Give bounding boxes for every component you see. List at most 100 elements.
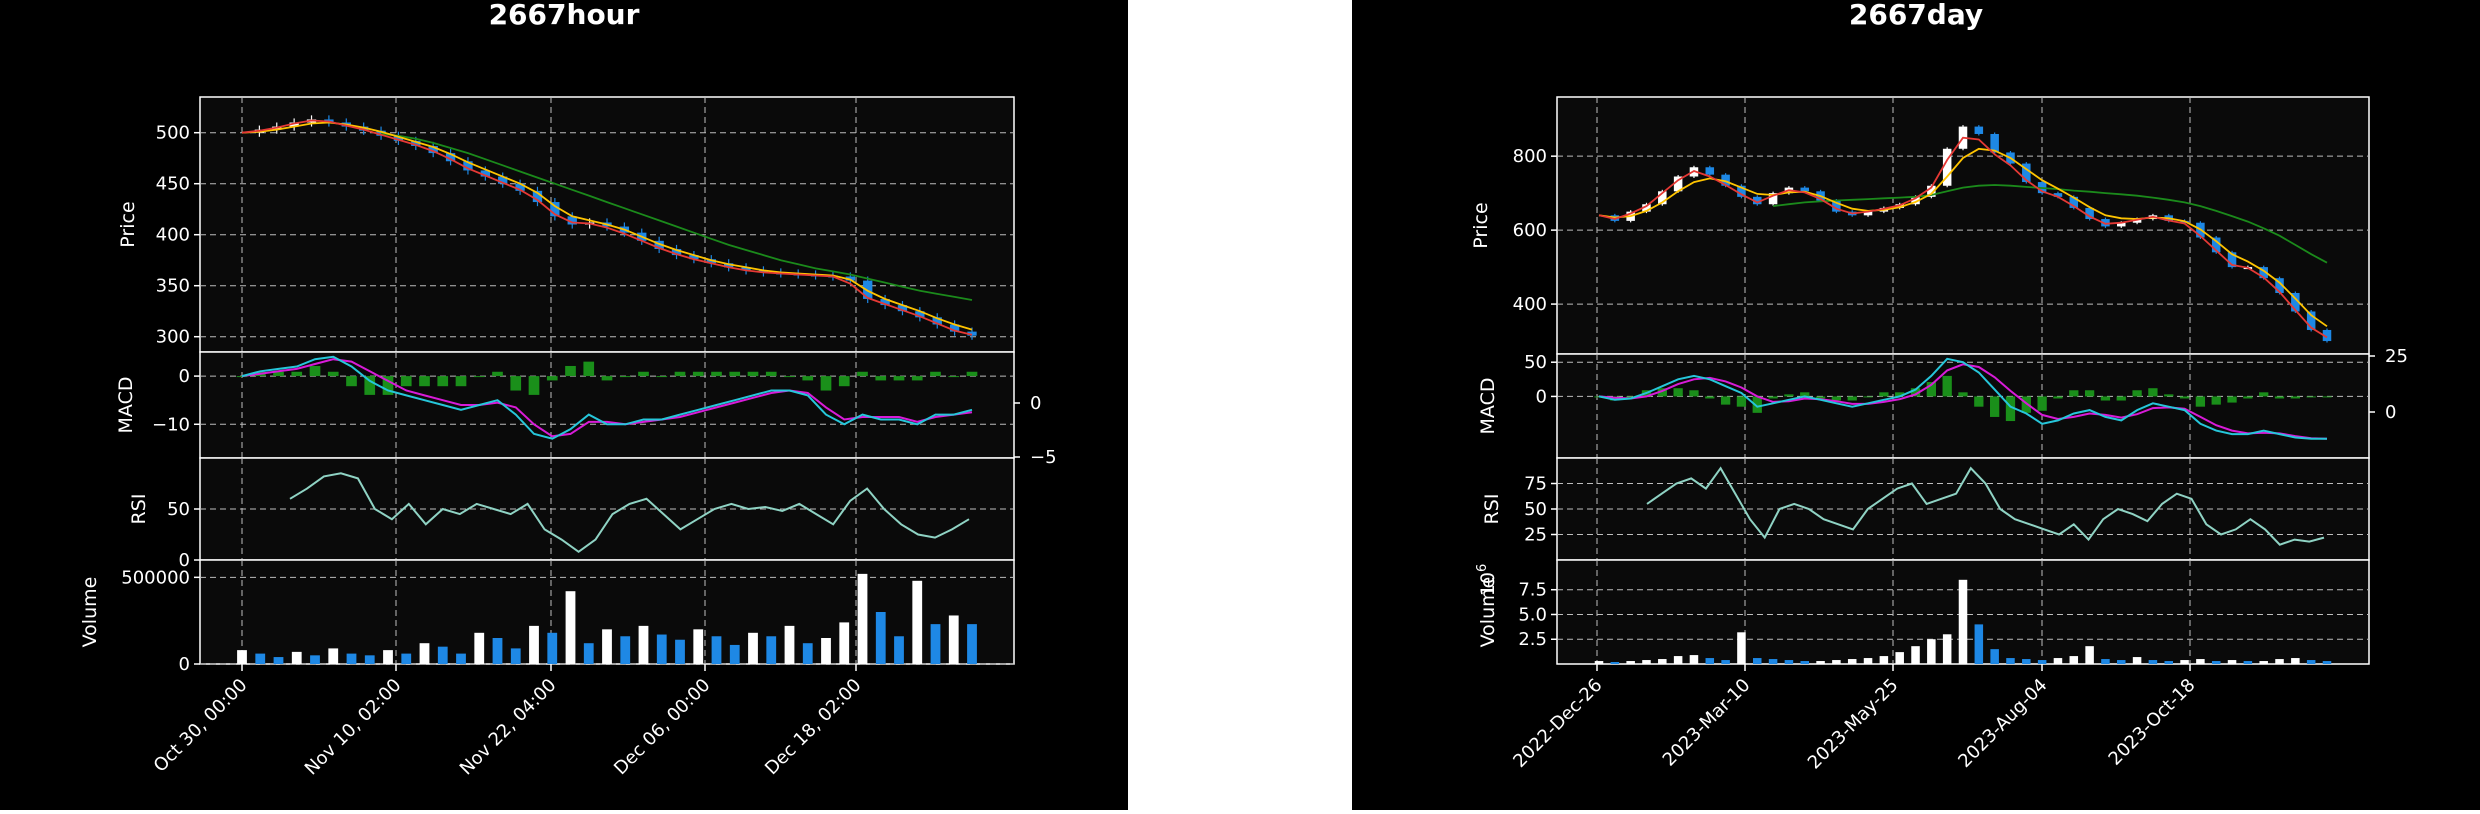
macd-histogram-bar [1657,388,1667,397]
volume-bar [748,632,758,664]
volume-bar [492,638,503,664]
macd-histogram-bar [2005,396,2016,422]
macd-histogram-bar [546,376,558,381]
candle-body [880,298,890,306]
candle-body [1990,133,1999,153]
macd-histogram-bar [2211,396,2221,405]
volume-bar [1863,658,1873,664]
volume-bar [1895,652,1904,664]
volume-bar [948,615,959,664]
macd-histogram-bar [236,376,248,378]
candle-body [1863,211,1873,216]
volume-bar [729,644,740,664]
candle-body [463,161,473,171]
macd-histogram-bar [2053,396,2063,399]
macd-histogram-bar [1990,396,2000,417]
volume-bar [1832,660,1841,664]
volume-bar [1594,661,1604,664]
macd-histogram-bar [364,376,376,395]
volume-bar [1816,661,1825,664]
macd-histogram-bar [1673,388,1683,397]
candle-body [915,311,925,318]
candle-body [2053,193,2063,197]
candle-body [1673,176,1683,192]
x-tick-label: 2023-May-25 [1804,675,1903,774]
rsi-tick-label: 50 [1524,499,1547,520]
candle-body [2322,329,2332,342]
volume-bar [1911,646,1920,664]
macd-histogram-bar [1705,396,1715,399]
macd-panel [199,351,1015,459]
price-ylabel: Price [117,201,139,247]
candle-body [498,176,508,184]
volume-bar [2053,658,2063,664]
volume-bar [2306,660,2316,664]
volume-bar [547,632,558,664]
macd-tick-label: 50 [1524,352,1547,373]
macd-histogram-bar [1784,394,1794,397]
volume-bar [2037,660,2047,664]
macd-histogram-bar [838,376,850,387]
vol-tick-label: 2.5 [1518,629,1547,650]
volume-bar [2227,660,2237,664]
volume-bar [1610,662,1620,664]
macd-histogram-bar [2164,394,2174,397]
volume-bar [1847,659,1857,664]
candle-body [1753,196,1762,205]
candle-body [289,122,299,127]
volume-bar [1990,649,1999,664]
candle-body [515,183,525,191]
volume-bar [401,653,412,664]
candle-body [445,153,456,162]
candle-body [1800,187,1809,192]
macd-histogram-bar [1800,392,1810,397]
volume-bar [894,636,904,664]
volume-bar [237,650,247,664]
macd-histogram-bar [528,376,540,395]
x-tick-label: Dec 18, 02:00 [761,675,865,779]
volume-bar [1705,658,1715,664]
candle-body [1927,185,1936,197]
x-tick-label: Dec 06, 00:00 [610,675,714,779]
macd-histogram-bar [674,371,686,377]
volume-bar [419,643,430,664]
volume-bar [693,629,704,664]
macd-right-tick-label: 0 [2385,402,2396,423]
macd-histogram-bar [1974,396,1984,407]
macd-histogram-bar [1863,396,1873,398]
price-tick-label: 400 [156,225,190,246]
macd-histogram-bar [601,376,613,381]
candle-body [2132,219,2142,223]
volume-bar [821,638,831,664]
macd-histogram-bar [747,371,759,377]
macd-histogram-bar [2084,390,2095,397]
volume-bar [2291,658,2300,664]
volume-bar [2006,658,2015,664]
volume-bar [1721,660,1730,664]
macd-histogram-bar [346,376,357,387]
volume-bar [656,634,667,664]
macd-histogram-bar [2195,396,2206,407]
macd-histogram-bar [327,371,339,377]
macd-histogram-bar [1768,396,1778,399]
volume-bar [2117,660,2126,664]
rsi-ylabel: RSI [128,494,150,525]
volume-bar [310,655,320,664]
volume-bar [1768,659,1778,664]
candle-body [1737,185,1746,197]
volume-bar [839,622,850,664]
candle-body [2085,207,2094,220]
volume-bar [857,573,868,664]
macd-histogram-bar [309,365,321,377]
candle-body [358,126,369,131]
macd-histogram-bar [784,376,795,378]
x-tick-label: Oct 30, 00:00 [150,675,252,777]
macd-line [1598,357,2327,440]
macd-histogram-bar [2148,388,2158,397]
macd-tick-label: 0 [1536,386,1547,407]
volume-bar [456,653,466,664]
macd-histogram-bar [2243,396,2253,399]
volume-bar [2275,659,2284,664]
macd-histogram-bar [765,371,777,377]
candle-body [897,305,908,312]
